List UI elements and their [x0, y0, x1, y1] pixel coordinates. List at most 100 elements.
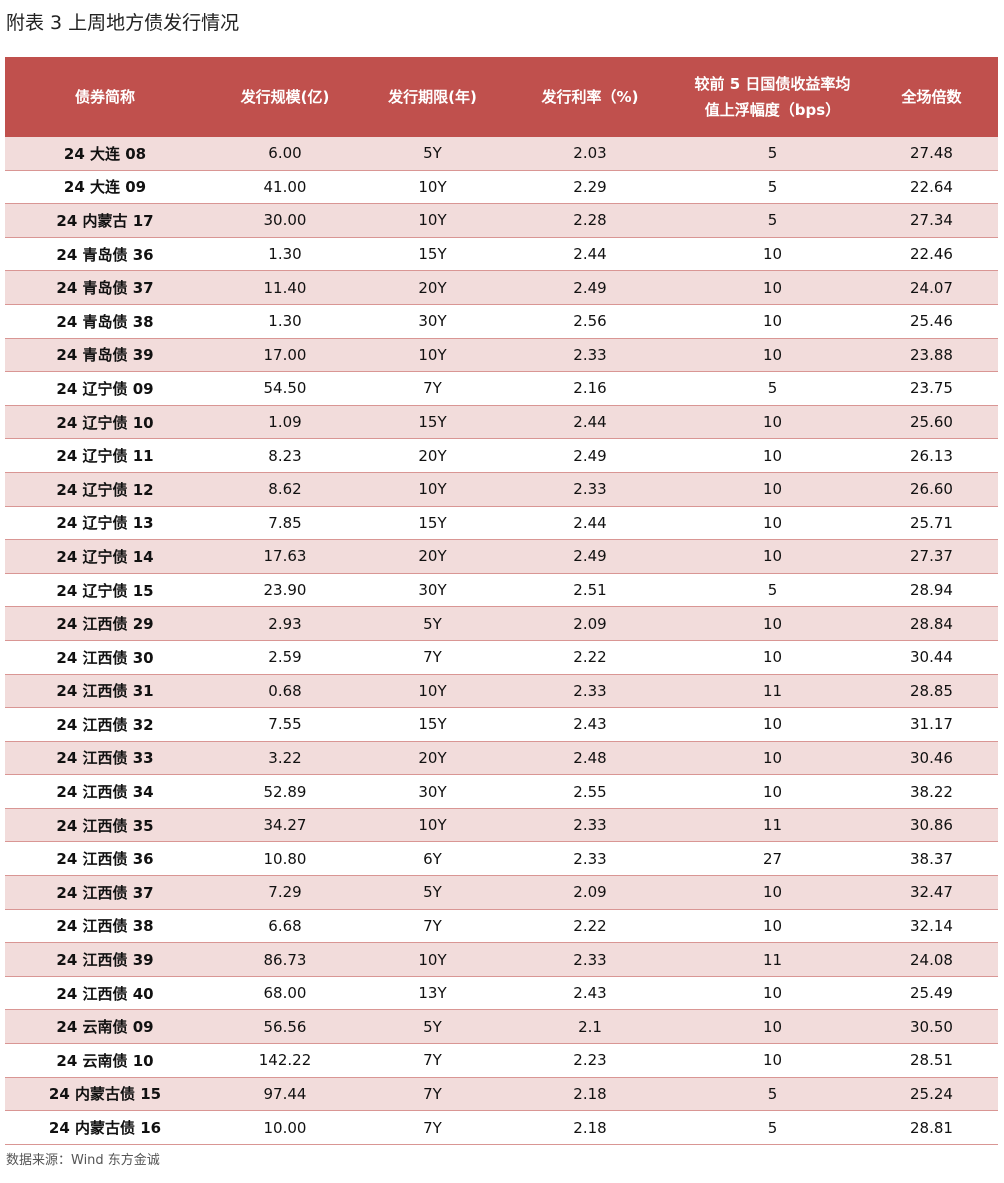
table-cell: 25.24 [865, 1077, 998, 1112]
bond-name-cell: 24 江西债 36 [5, 841, 205, 877]
table-cell: 2.55 [500, 774, 680, 809]
table-cell: 2.33 [500, 841, 680, 877]
table-cell: 10 [680, 741, 865, 776]
table-cell: 10 [680, 237, 865, 272]
column-header: 发行期限(年) [365, 57, 500, 137]
table-cell: 2.33 [500, 674, 680, 709]
table-cell: 7Y [365, 909, 500, 944]
table-cell: 2.29 [500, 170, 680, 205]
table-cell: 30.86 [865, 808, 998, 843]
table-cell: 8.23 [205, 438, 365, 473]
table-cell: 2.43 [500, 707, 680, 742]
table-title: 附表 3 上周地方债发行情况 [6, 12, 240, 34]
table-cell: 0.68 [205, 674, 365, 709]
table-cell: 6.68 [205, 909, 365, 944]
table-cell: 32.47 [865, 875, 998, 910]
table-cell: 10 [680, 338, 865, 373]
table-cell: 23.88 [865, 338, 998, 373]
table-cell: 11.40 [205, 270, 365, 305]
column-header: 全场倍数 [865, 57, 998, 137]
bond-name-cell: 24 江西债 35 [5, 808, 205, 843]
table-cell: 30.44 [865, 640, 998, 675]
table-head: 债券简称 发行规模(亿) 发行期限(年) 发行利率（%) 较前 5 日国债收益率均值上浮… [5, 57, 998, 137]
table-cell: 10 [680, 304, 865, 339]
table-cell: 17.63 [205, 539, 365, 574]
table-cell: 30.46 [865, 741, 998, 776]
table-cell: 17.00 [205, 338, 365, 373]
table-cell: 25.71 [865, 506, 998, 541]
table-cell: 5Y [365, 875, 500, 910]
table-cell: 10Y [365, 808, 500, 843]
table-row: 24 江西债 30 2.59 7Y 2.22 10 30.44 [5, 640, 998, 675]
table-cell: 2.09 [500, 606, 680, 641]
table-row: 24 辽宁债 11 8.23 20Y 2.49 10 26.13 [5, 438, 998, 473]
bond-table: 债券简称 发行规模(亿) 发行期限(年) 发行利率（%) 较前 5 日国债收益率均值上浮… [5, 57, 998, 1145]
table-row: 24 云南债 10 142.22 7Y 2.23 10 28.51 [5, 1043, 998, 1078]
bond-name-cell: 24 江西债 38 [5, 909, 205, 944]
bond-name-cell: 24 青岛债 36 [5, 237, 205, 272]
table-cell: 15Y [365, 237, 500, 272]
bond-name-cell: 24 大连 09 [5, 170, 205, 205]
table-body: 24 大连 08 6.00 5Y 2.03 5 27.48 24 大连 09 41.00 10Y… [5, 137, 998, 1145]
table-cell: 24.08 [865, 942, 998, 977]
table-cell: 2.22 [500, 640, 680, 675]
table-row: 24 云南债 09 56.56 5Y 2.1 10 30.50 [5, 1009, 998, 1045]
table-cell: 56.56 [205, 1009, 365, 1045]
table-cell: 2.49 [500, 539, 680, 574]
bond-name-cell: 24 云南债 10 [5, 1043, 205, 1078]
table-cell: 5 [680, 203, 865, 238]
table-cell: 27.48 [865, 137, 998, 171]
table-cell: 10 [680, 875, 865, 910]
table-cell: 28.85 [865, 674, 998, 709]
table-cell: 10 [680, 1009, 865, 1045]
table-cell: 11 [680, 942, 865, 977]
table-cell: 10Y [365, 203, 500, 238]
header-row: 债券简称 发行规模(亿) 发行期限(年) 发行利率（%) 较前 5 日国债收益率均值上浮… [5, 57, 998, 137]
table-cell: 26.13 [865, 438, 998, 473]
table-cell: 38.22 [865, 774, 998, 809]
table-cell: 5 [680, 371, 865, 406]
table-cell: 10 [680, 640, 865, 675]
table-cell: 2.18 [500, 1110, 680, 1145]
table-row: 24 江西债 34 52.89 30Y 2.55 10 38.22 [5, 774, 998, 809]
table-cell: 2.48 [500, 741, 680, 776]
table-cell: 2.43 [500, 976, 680, 1011]
table-cell: 30Y [365, 304, 500, 339]
table-row: 24 江西债 29 2.93 5Y 2.09 10 28.84 [5, 606, 998, 641]
table-cell: 10Y [365, 942, 500, 977]
table-row: 24 江西债 40 68.00 13Y 2.43 10 25.49 [5, 976, 998, 1011]
table-cell: 10 [680, 606, 865, 641]
bond-name-cell: 24 内蒙古债 15 [5, 1077, 205, 1112]
bond-name-cell: 24 云南债 09 [5, 1009, 205, 1045]
table-cell: 2.22 [500, 909, 680, 944]
table-cell: 10 [680, 539, 865, 574]
table-cell: 2.28 [500, 203, 680, 238]
table-cell: 7Y [365, 1110, 500, 1145]
column-header: 较前 5 日国债收益率均值上浮幅度（bps） [680, 57, 865, 137]
table-cell: 2.33 [500, 942, 680, 977]
table-cell: 7Y [365, 1043, 500, 1078]
table-cell: 20Y [365, 438, 500, 473]
bond-name-cell: 24 辽宁债 12 [5, 472, 205, 507]
table-cell: 2.33 [500, 338, 680, 373]
table-row: 24 辽宁债 13 7.85 15Y 2.44 10 25.71 [5, 506, 998, 541]
table-cell: 34.27 [205, 808, 365, 843]
table-cell: 23.90 [205, 573, 365, 608]
table-cell: 22.64 [865, 170, 998, 205]
table-cell: 7Y [365, 1077, 500, 1112]
table-cell: 2.49 [500, 438, 680, 473]
table-row: 24 江西债 31 0.68 10Y 2.33 11 28.85 [5, 674, 998, 709]
table-cell: 2.23 [500, 1043, 680, 1078]
table-cell: 2.93 [205, 606, 365, 641]
bond-name-cell: 24 内蒙古 17 [5, 203, 205, 238]
table-cell: 11 [680, 674, 865, 709]
table-cell: 10 [680, 270, 865, 305]
table-row: 24 辽宁债 10 1.09 15Y 2.44 10 25.60 [5, 405, 998, 440]
table-cell: 30.50 [865, 1009, 998, 1045]
table-cell: 10 [680, 438, 865, 473]
table-cell: 5 [680, 1110, 865, 1145]
table-cell: 2.09 [500, 875, 680, 910]
table-cell: 2.03 [500, 137, 680, 171]
table-cell: 30.00 [205, 203, 365, 238]
table-cell: 28.84 [865, 606, 998, 641]
